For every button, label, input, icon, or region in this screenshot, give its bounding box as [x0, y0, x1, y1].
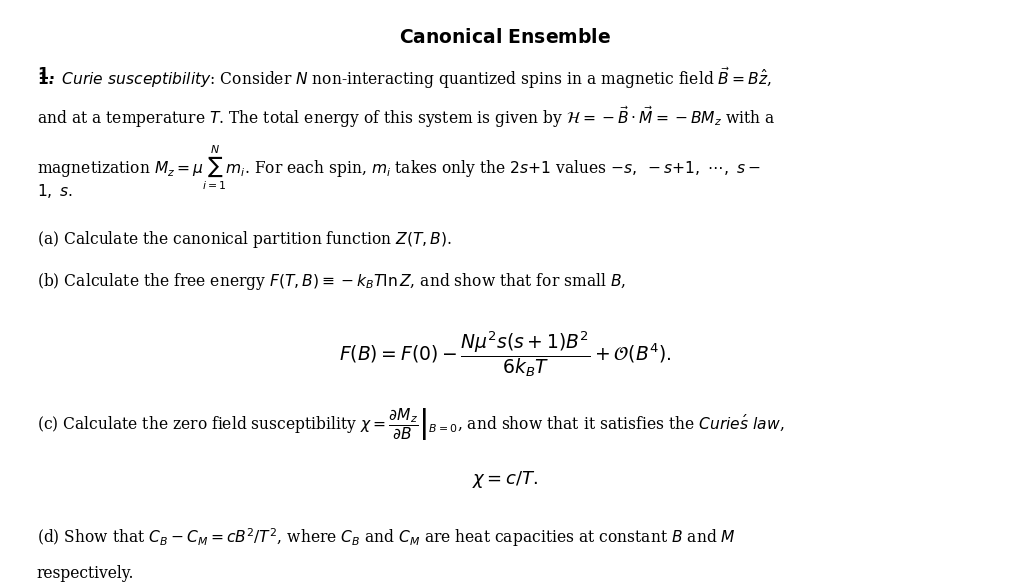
- Text: $\mathbf{Canonical\ Ensemble}$: $\mathbf{Canonical\ Ensemble}$: [399, 29, 611, 47]
- Text: $F(B) = F(0) - \dfrac{N\mu^2 s(s+1)B^2}{6k_B T} + \mathcal{O}(B^4).$: $F(B) = F(0) - \dfrac{N\mu^2 s(s+1)B^2}{…: [338, 329, 672, 379]
- Text: $\mathbf{1.}$ $\it{Curie\ susceptibility}$: Consider $N$ non-interacting quantiz: $\mathbf{1.}$ $\it{Curie\ susceptibility…: [36, 66, 772, 91]
- Text: $1,\ s.$: $1,\ s.$: [36, 182, 73, 200]
- Text: magnetization $M_z = \mu\sum_{i=1}^{N} m_i$. For each spin, $m_i$ takes only the: magnetization $M_z = \mu\sum_{i=1}^{N} m…: [36, 144, 761, 192]
- Text: respectively.: respectively.: [36, 565, 134, 582]
- Text: $\mathbf{1.}$: $\mathbf{1.}$: [36, 66, 60, 83]
- Text: $\chi = c/T.$: $\chi = c/T.$: [472, 469, 538, 490]
- Text: (b) Calculate the free energy $F(T, B) \equiv -k_B T \ln Z$, and show that for s: (b) Calculate the free energy $F(T, B) \…: [36, 271, 626, 292]
- Text: (d) Show that $C_B - C_M = cB^2/T^2$, where $C_B$ and $C_M$ are heat capacities : (d) Show that $C_B - C_M = cB^2/T^2$, wh…: [36, 527, 735, 550]
- Text: (c) Calculate the zero field susceptibility $\chi = \left.\dfrac{\partial M_z}{\: (c) Calculate the zero field susceptibil…: [36, 407, 785, 443]
- Text: (a) Calculate the canonical partition function $Z(T, B)$.: (a) Calculate the canonical partition fu…: [36, 229, 451, 250]
- Text: and at a temperature $T$. The total energy of this system is given by $\mathcal{: and at a temperature $T$. The total ener…: [36, 105, 775, 130]
